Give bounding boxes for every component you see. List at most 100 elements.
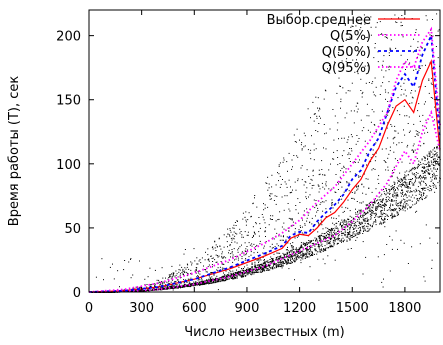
- scatter-point: [275, 258, 277, 260]
- scatter-point: [359, 211, 361, 213]
- scatter-point: [342, 211, 344, 213]
- scatter-point: [428, 151, 430, 153]
- scatter-point: [260, 267, 262, 268]
- scatter-point: [349, 161, 351, 162]
- scatter-point: [421, 198, 423, 200]
- scatter-point: [406, 170, 408, 172]
- scatter-point: [333, 232, 335, 233]
- scatter-point: [301, 179, 303, 181]
- scatter-point: [185, 279, 187, 281]
- scatter-point: [336, 129, 338, 131]
- scatter-point: [397, 178, 399, 180]
- scatter-point: [280, 256, 282, 258]
- scatter-point: [406, 185, 408, 187]
- scatter-point: [318, 236, 320, 238]
- scatter-point: [417, 134, 419, 136]
- scatter-point: [317, 207, 319, 209]
- scatter-point: [435, 178, 437, 180]
- scatter-point: [384, 34, 386, 35]
- scatter-point: [405, 183, 407, 185]
- scatter-point: [387, 219, 388, 220]
- scatter-point: [417, 177, 419, 179]
- scatter-point: [419, 176, 421, 178]
- scatter-point: [272, 262, 274, 264]
- scatter-point: [154, 285, 156, 287]
- scatter-point: [415, 172, 417, 173]
- scatter-point: [399, 184, 401, 186]
- scatter-point: [431, 179, 433, 181]
- scatter-point: [381, 222, 383, 224]
- scatter-point: [391, 239, 393, 241]
- scatter-point: [171, 286, 173, 288]
- scatter-point: [432, 164, 434, 166]
- scatter-point: [330, 245, 332, 247]
- scatter-point: [386, 37, 388, 39]
- scatter-point: [424, 86, 426, 87]
- scatter-point: [378, 199, 380, 201]
- scatter-point: [200, 283, 202, 285]
- scatter-point: [382, 199, 384, 201]
- scatter-point: [237, 255, 239, 257]
- scatter-point: [431, 77, 433, 79]
- scatter-point: [317, 184, 319, 186]
- scatter-point: [368, 203, 370, 204]
- scatter-point: [369, 211, 371, 213]
- scatter-point: [286, 186, 288, 188]
- scatter-point: [401, 207, 403, 209]
- scatter-point: [326, 247, 328, 249]
- scatter-point: [432, 174, 433, 175]
- scatter-point: [183, 282, 185, 284]
- scatter-point: [250, 254, 252, 256]
- scatter-point: [366, 212, 368, 214]
- scatter-point: [335, 218, 337, 220]
- scatter-point: [188, 286, 190, 288]
- scatter-point: [176, 279, 178, 281]
- scatter-point: [347, 233, 349, 235]
- scatter-point: [269, 198, 271, 200]
- scatter-point: [221, 267, 223, 269]
- scatter-point: [198, 282, 200, 284]
- scatter-point: [302, 256, 304, 258]
- scatter-point: [325, 248, 326, 250]
- scatter-point: [290, 245, 292, 247]
- scatter-point: [196, 263, 198, 265]
- scatter-point: [299, 225, 301, 227]
- scatter-point: [311, 246, 313, 248]
- scatter-point: [412, 204, 414, 206]
- scatter-point: [329, 232, 331, 234]
- scatter-point: [176, 273, 178, 275]
- scatter-point: [257, 264, 259, 266]
- scatter-point: [139, 260, 140, 262]
- scatter-point: [305, 243, 307, 244]
- scatter-point: [343, 229, 345, 230]
- scatter-point: [197, 272, 199, 274]
- scatter-point: [234, 241, 236, 243]
- scatter-point: [363, 214, 365, 216]
- scatter-point: [367, 178, 369, 180]
- scatter-point: [356, 111, 358, 113]
- scatter-point: [429, 152, 431, 154]
- scatter-point: [390, 200, 392, 202]
- scatter-point: [371, 206, 373, 208]
- scatter-point: [308, 256, 310, 258]
- scatter-point: [347, 90, 349, 92]
- scatter-point: [381, 218, 382, 220]
- scatter-point: [260, 263, 262, 265]
- scatter-point: [328, 247, 329, 249]
- scatter-point: [374, 200, 376, 202]
- scatter-point: [384, 208, 385, 210]
- scatter-point: [383, 278, 384, 280]
- scatter-point: [225, 275, 227, 277]
- scatter-point: [153, 283, 155, 285]
- scatter-point: [366, 164, 367, 166]
- scatter-point: [395, 193, 397, 195]
- scatter-point: [391, 209, 393, 210]
- scatter-point: [334, 227, 336, 229]
- scatter-point: [286, 254, 288, 256]
- scatter-point: [156, 279, 158, 281]
- scatter-point: [388, 81, 390, 83]
- scatter-point: [183, 273, 184, 275]
- scatter-point: [347, 221, 349, 223]
- scatter-point: [294, 257, 296, 259]
- scatter-point: [310, 149, 312, 151]
